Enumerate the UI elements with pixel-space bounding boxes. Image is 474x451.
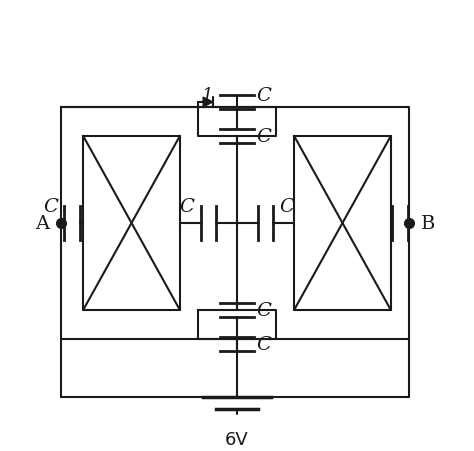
- Text: C: C: [256, 87, 272, 105]
- Text: 6V: 6V: [225, 430, 249, 448]
- Text: A: A: [35, 215, 49, 232]
- Text: C: C: [256, 301, 272, 319]
- Text: C: C: [180, 197, 195, 215]
- Text: C: C: [279, 197, 294, 215]
- Text: C: C: [43, 197, 58, 215]
- Text: B: B: [421, 215, 435, 232]
- Text: C: C: [256, 128, 272, 146]
- Polygon shape: [203, 98, 213, 108]
- Text: C: C: [256, 335, 272, 353]
- Text: 1: 1: [202, 87, 214, 105]
